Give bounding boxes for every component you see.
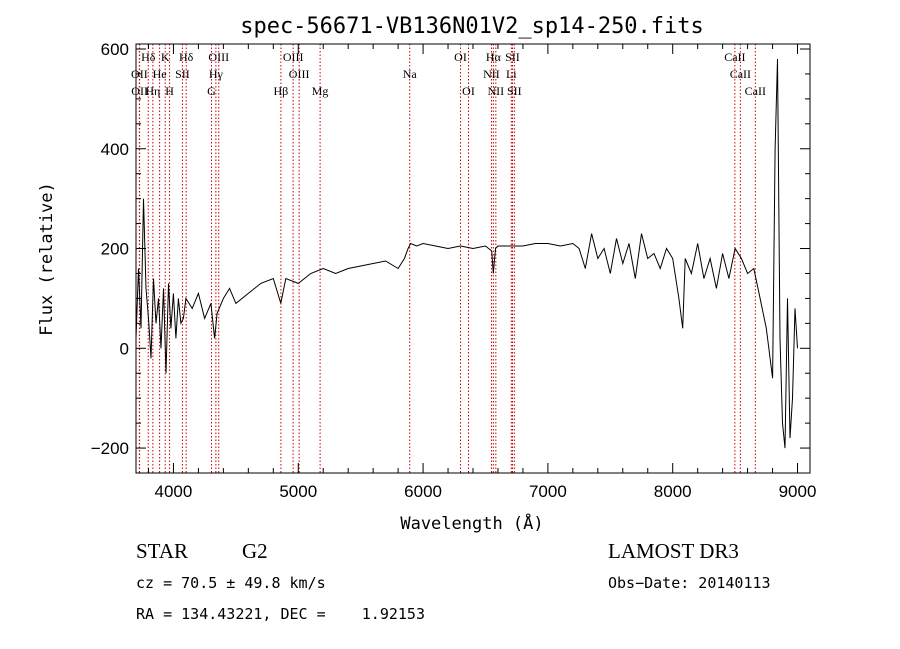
chart-title: spec-56671-VB136N01V2_sp14-250.fits — [240, 14, 704, 39]
y-tick-label: −200 — [91, 439, 129, 458]
plot-frame — [135, 43, 811, 474]
line-label: OI — [454, 50, 467, 64]
line-label: Li — [506, 67, 517, 81]
spectral-line-markers — [138, 44, 756, 473]
line-label: OII — [131, 84, 148, 98]
line-label: CaII — [724, 50, 745, 64]
x-axis-ticks: 4000 5000 6000 7000 8000 9000 — [147, 44, 817, 501]
y-axis-ticks: −200 0 200 400 600 — [91, 40, 810, 458]
object-subclass: G2 — [242, 539, 268, 563]
line-label: OIII — [208, 50, 229, 64]
object-class: STAR — [136, 539, 188, 563]
observation-date: Obs−Date: 20140113 — [608, 574, 771, 592]
line-label: SII — [507, 84, 522, 98]
x-tick-label: 7000 — [529, 482, 567, 501]
line-label: NII — [483, 67, 500, 81]
line-label: Hγ — [209, 67, 224, 81]
line-label: NII — [488, 84, 505, 98]
x-tick-label: 6000 — [404, 482, 442, 501]
x-tick-label: 8000 — [654, 482, 692, 501]
line-label: H — [165, 84, 174, 98]
y-tick-label: 0 — [120, 339, 129, 358]
line-label: Hη — [145, 84, 160, 98]
line-label: CaII — [730, 67, 751, 81]
line-label: Na — [403, 67, 418, 81]
line-label: CaII — [745, 84, 766, 98]
line-label: Mg — [312, 84, 329, 98]
line-label: OIII — [289, 67, 310, 81]
line-label: Hδ — [141, 50, 156, 64]
line-label: Hβ — [274, 84, 289, 98]
line-label: K — [161, 50, 170, 64]
line-label: SII — [505, 50, 520, 64]
y-tick-label: 200 — [101, 240, 129, 259]
survey-name: LAMOST DR3 — [608, 539, 739, 563]
sky-coordinates: RA = 134.43221, DEC = 1.92153 — [136, 605, 425, 623]
line-label: Hδ — [179, 50, 194, 64]
y-tick-label: 400 — [101, 140, 129, 159]
line-label: He — [153, 67, 167, 81]
line-label: OIII — [283, 50, 304, 64]
line-label: Hα — [486, 50, 502, 64]
x-tick-label: 5000 — [279, 482, 317, 501]
x-tick-label: 4000 — [155, 482, 193, 501]
x-tick-label: 9000 — [779, 482, 817, 501]
x-axis-label: Wavelength (Å) — [400, 512, 543, 534]
flux-series-line — [135, 58, 798, 449]
y-axis-label: Flux (relative) — [37, 182, 57, 336]
line-label: SII — [175, 67, 190, 81]
y-tick-label: 600 — [101, 40, 129, 59]
line-label: G — [207, 84, 216, 98]
line-label: OI — [462, 84, 475, 98]
redshift-velocity: cz = 70.5 ± 49.8 km/s — [136, 574, 326, 592]
